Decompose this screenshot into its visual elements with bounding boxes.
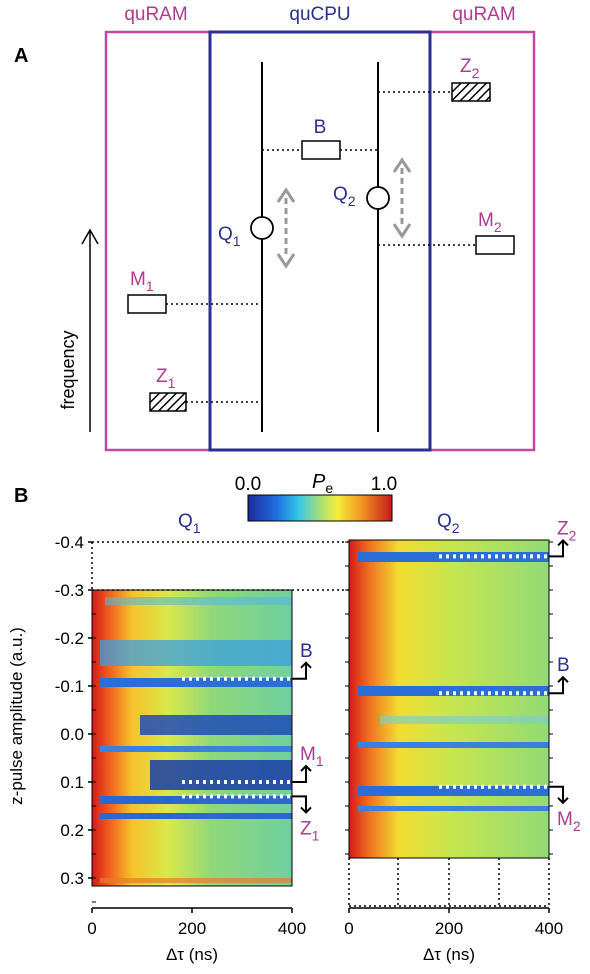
- x-axis-label-left: Δτ (ns): [166, 945, 218, 964]
- x-tick-label: 200: [435, 919, 463, 938]
- q2-label: Q2: [333, 184, 356, 209]
- y-tick-label: 0.0: [60, 725, 84, 744]
- y-tick-label: -0.2: [55, 629, 84, 648]
- resonance-arrowhead-icon: [557, 538, 569, 547]
- resonance-label: Z2: [557, 518, 577, 543]
- frequency-arrow-icon: [81, 228, 99, 245]
- resonance-arrowhead-icon: [557, 675, 569, 683]
- right-quram-label: quRAM: [452, 4, 515, 25]
- left-heatmap-features: [100, 597, 292, 883]
- colorbar-max-label: 1.0: [371, 474, 397, 495]
- guide-lines: [91, 541, 550, 907]
- x-tick-label: 0: [344, 919, 353, 938]
- y-tick-label: -0.3: [55, 581, 84, 600]
- resonance-arrow-icon: [549, 677, 564, 695]
- resonance-label: B: [557, 655, 570, 676]
- resonance-arrowhead-icon: [557, 797, 569, 805]
- colorbar: [247, 494, 393, 522]
- level-lines: [166, 91, 476, 403]
- y-tick-label: 0.1: [60, 773, 84, 792]
- qucpu-box: [208, 30, 432, 452]
- colorbar-title: Pe: [312, 471, 333, 496]
- x-tick-label: 0: [87, 919, 96, 938]
- x-axis-left: 0 200 400: [87, 907, 306, 938]
- x-tick-label: 400: [535, 919, 563, 938]
- x-tick-label: 200: [178, 919, 206, 938]
- resonance-arrowhead-icon: [300, 764, 312, 772]
- resonance-arrow-icon: [292, 766, 307, 783]
- q1-tuning-arrow-icon: [276, 187, 296, 269]
- resonance-label: M1: [300, 744, 324, 769]
- resonance-arrowhead-icon: [300, 661, 312, 669]
- resonance-label: M2: [557, 809, 581, 834]
- z2-label: Z2: [460, 56, 480, 81]
- x-axis-label-right: Δτ (ns): [423, 945, 475, 964]
- qubit1-circle: [250, 216, 274, 240]
- x-tick-label: 400: [278, 919, 306, 938]
- m2-resonator: [475, 235, 515, 255]
- resonance-label: Z1: [300, 818, 320, 843]
- left-heatmap: [92, 590, 292, 886]
- y-tick-label: 0.2: [60, 821, 84, 840]
- q1-label: Q1: [218, 224, 241, 249]
- left-quram-label: quRAM: [124, 4, 187, 25]
- m1-resonator: [127, 294, 167, 314]
- bus-label: B: [314, 117, 327, 138]
- colorbar-min-label: 0.0: [235, 474, 261, 495]
- qucpu-label: quCPU: [289, 4, 350, 25]
- resonance-arrow-icon: [292, 795, 307, 813]
- y-tick-label: 0.3: [60, 869, 84, 888]
- resonance-markers: B M1 Z1 Z2 B M2: [182, 518, 581, 843]
- z1-resonator: [149, 392, 187, 412]
- m2-label: M2: [478, 210, 502, 235]
- panel-b-label: B: [14, 485, 28, 507]
- right-heatmap: [349, 540, 549, 858]
- resonance-arrow-icon: [549, 540, 564, 558]
- right-plot-title: Q2: [437, 511, 460, 536]
- frequency-label: frequency: [58, 330, 78, 409]
- y-axis-label: z-pulse amplitude (a.u.): [7, 627, 26, 805]
- y-axis: -0.4 -0.3 -0.2 -0.1 0.0 0.1 0.2 0.3: [55, 533, 553, 903]
- bus-resonator: [301, 140, 341, 160]
- panel-a-label: A: [14, 45, 28, 67]
- y-tick-label: -0.4: [55, 533, 84, 552]
- q2-tuning-arrow-icon: [392, 157, 412, 239]
- resonance-label: B: [300, 641, 313, 662]
- y-tick-label: -0.1: [55, 677, 84, 696]
- qubit2-circle: [366, 186, 390, 210]
- z2-resonator: [451, 82, 491, 102]
- left-plot-title: Q1: [178, 511, 201, 536]
- x-axis-right: 0 200 400: [344, 907, 563, 938]
- resonance-arrow-icon: [549, 785, 564, 803]
- z1-label: Z1: [156, 366, 176, 391]
- m1-label: M1: [130, 269, 154, 294]
- resonance-arrowhead-icon: [300, 806, 312, 814]
- resonance-arrow-icon: [292, 662, 307, 680]
